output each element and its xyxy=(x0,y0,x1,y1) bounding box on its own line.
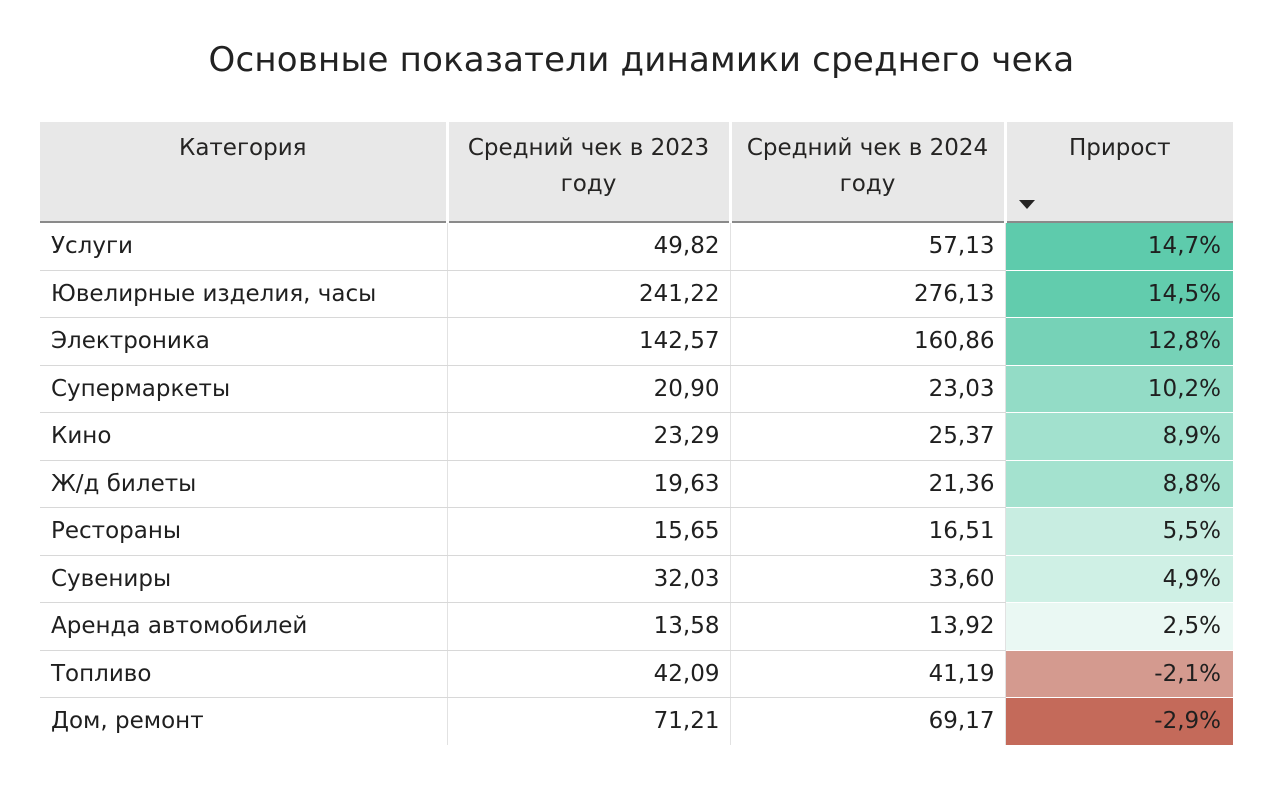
cell-growth: 8,9% xyxy=(1004,412,1233,461)
cell-category: Супермаркеты xyxy=(40,365,447,413)
column-header-avg-2023[interactable]: Средний чек в 2023 году xyxy=(445,122,730,223)
table-header-row: Категория Средний чек в 2023 году Средни… xyxy=(40,122,1233,223)
cell-growth: 14,7% xyxy=(1004,222,1233,271)
cell-category: Дом, ремонт xyxy=(51,708,204,735)
table-row[interactable]: Супермаркеты 20,90 23,03 10,2% xyxy=(40,365,1233,413)
cell-avg-2024: 23,03 xyxy=(729,365,1005,413)
cell-growth: 12,8% xyxy=(1004,317,1233,366)
cell-avg-2023: 19,63 xyxy=(446,460,730,508)
cell-category: Аренда автомобилей xyxy=(40,602,447,651)
cell-avg-2023: 32,03 xyxy=(446,555,730,603)
cell-growth: -2,1% xyxy=(1004,650,1233,698)
column-header-avg-2024[interactable]: Средний чек в 2024 году xyxy=(728,122,1005,223)
cell-growth: -2,9% xyxy=(1004,697,1233,745)
cell-category: Электроника xyxy=(40,317,447,366)
cell-category: Услуги xyxy=(40,222,447,271)
cell-avg-2024: 160,86 xyxy=(729,317,1005,366)
cell-growth: 5,5% xyxy=(1004,507,1233,556)
cell-avg-2024: 57,13 xyxy=(729,222,1005,271)
cell-avg-2024: 25,37 xyxy=(729,412,1005,461)
column-header-label: Категория xyxy=(178,135,307,161)
table-row[interactable]: Аренда автомобилей 13,58 13,92 2,5% xyxy=(40,602,1233,651)
table-row[interactable]: Сувениры 32,03 33,60 4,9% xyxy=(40,555,1233,603)
cell-growth: 14,5% xyxy=(1004,270,1233,318)
table-row[interactable]: Электроника 142,57 160,86 12,8% xyxy=(40,317,1233,366)
table-body: Услуги 49,82 57,13 14,7% Ювелирные изделия, … xyxy=(40,222,1233,745)
column-header-label: Средний чек в 2023 году xyxy=(467,135,710,197)
cell-category: Ювелирные изделия, часы xyxy=(40,270,447,318)
cell-avg-2023: 142,57 xyxy=(446,317,730,366)
table-row[interactable]: Дом, ремонт 71,21 69,17 -2,9% xyxy=(40,697,1233,745)
column-header-category[interactable]: Категория xyxy=(40,122,447,223)
table-row[interactable]: Услуги 49,82 57,13 14,7% xyxy=(40,222,1233,271)
cell-growth: 10,2% xyxy=(1004,365,1233,413)
cell-avg-2024: 69,17 xyxy=(729,697,1005,745)
cell-avg-2024: 41,19 xyxy=(729,650,1005,698)
page-title: Основные показатели динамики среднего че… xyxy=(208,40,1075,80)
cell-avg-2023: 42,09 xyxy=(446,650,730,698)
cell-category: Топливо xyxy=(40,650,447,698)
cell-avg-2023: 23,29 xyxy=(446,412,730,461)
cell-growth: 2,5% xyxy=(1004,602,1233,651)
column-header-label: Прирост xyxy=(1068,135,1171,161)
table-row[interactable]: Ювелирные изделия, часы 241,22 276,13 14,5% xyxy=(40,270,1233,318)
cell-avg-2024: 276,13 xyxy=(729,270,1005,318)
cell-avg-2023: 20,90 xyxy=(446,365,730,413)
cell-avg-2023: 71,21 xyxy=(446,697,730,745)
cell-avg-2024: 13,92 xyxy=(729,602,1005,651)
cell-avg-2023: 15,65 xyxy=(446,507,730,556)
sort-down-triangle-icon[interactable] xyxy=(1018,200,1035,209)
cell-category: Кино xyxy=(40,412,447,461)
cell-category: Ж/д билеты xyxy=(40,460,447,508)
cell-category: Сувениры xyxy=(40,555,447,603)
table-row[interactable]: Кино 23,29 25,37 8,9% xyxy=(40,412,1233,461)
avg-check-table: Категория Средний чек в 2023 году Средни… xyxy=(40,122,1233,745)
table-row[interactable]: Ж/д билеты 19,63 21,36 8,8% xyxy=(40,460,1233,508)
cell-category: Рестораны xyxy=(40,507,447,556)
cell-avg-2023: 49,82 xyxy=(446,222,730,271)
cell-avg-2024: 16,51 xyxy=(729,507,1005,556)
cell-avg-2023: 13,58 xyxy=(446,602,730,651)
column-header-growth[interactable]: Прирост xyxy=(1003,122,1233,223)
table-row[interactable]: Рестораны 15,65 16,51 5,5% xyxy=(40,507,1233,556)
column-header-label: Средний чек в 2024 году xyxy=(746,135,989,197)
table-row[interactable]: Топливо 42,09 41,19 -2,1% xyxy=(40,650,1233,698)
cell-growth: 4,9% xyxy=(1004,555,1233,603)
cell-avg-2024: 21,36 xyxy=(729,460,1005,508)
cell-growth: 8,8% xyxy=(1004,460,1233,508)
cell-avg-2024: 33,60 xyxy=(729,555,1005,603)
cell-avg-2023: 241,22 xyxy=(446,270,730,318)
